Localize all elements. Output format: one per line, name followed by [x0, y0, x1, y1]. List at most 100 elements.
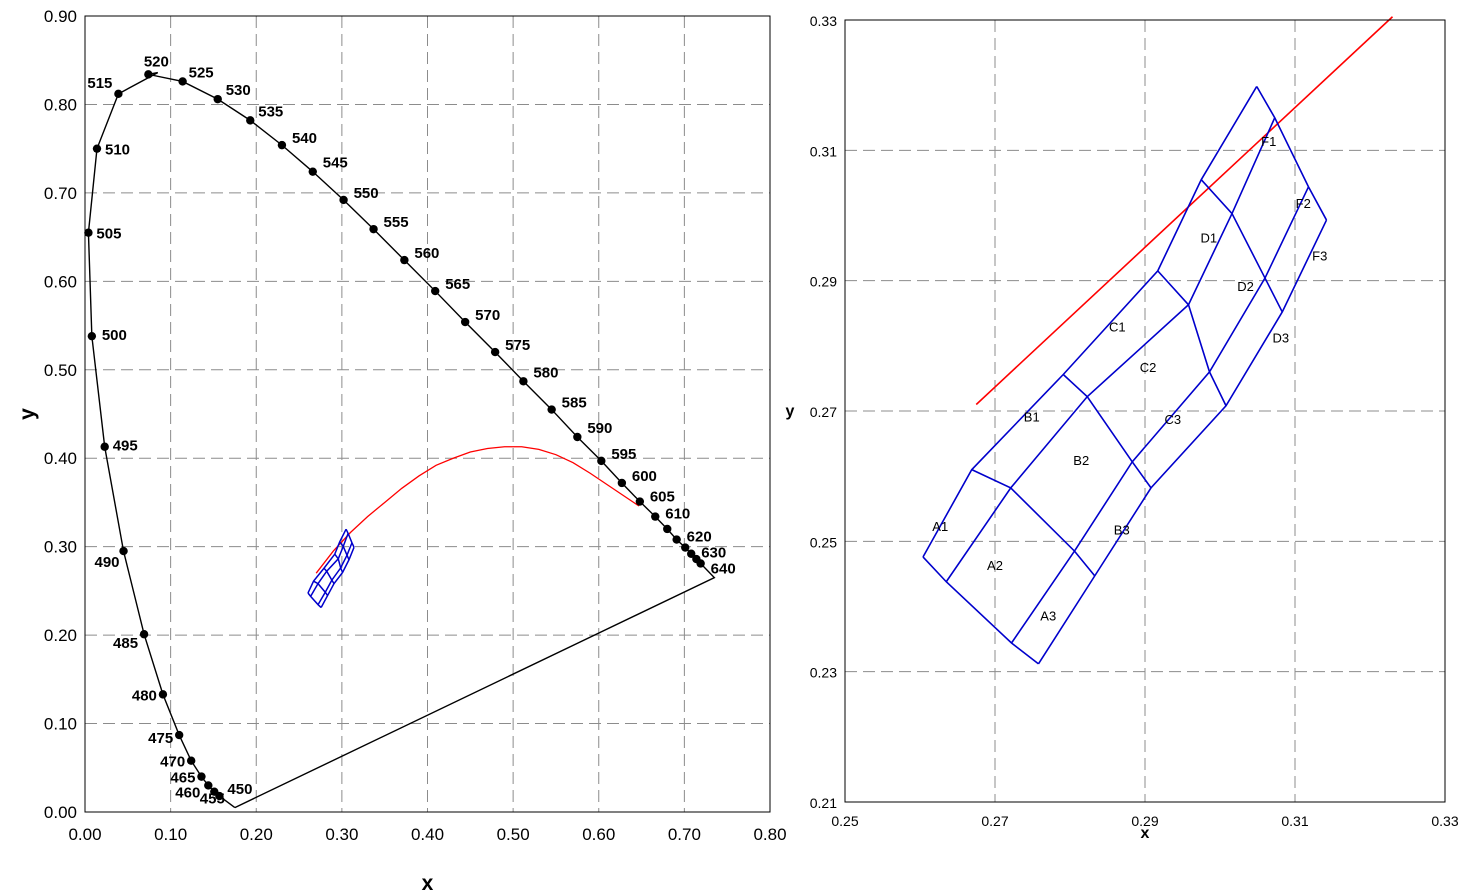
bin-detail-y-tick-labels: 0.21 0.23 0.25 0.27 0.29 0.31 0.33	[810, 13, 837, 811]
y-tick-label: 0.29	[810, 274, 837, 290]
bin-cell-label: C3	[1164, 412, 1181, 427]
wavelength-marker	[100, 442, 109, 451]
x-tick-label: 0.10	[154, 825, 187, 844]
wavelength-label: 630	[701, 545, 726, 562]
wavelength-label: 475	[148, 730, 173, 747]
wavelength-label: 505	[96, 226, 121, 243]
bin-cell-label: B2	[1073, 453, 1089, 468]
wavelength-label: 565	[445, 276, 470, 293]
bin-cell-label: B3	[1114, 522, 1130, 537]
wavelength-marker	[431, 286, 440, 296]
wavelength-label: 555	[384, 214, 409, 231]
bin-grid-column-line	[922, 86, 1258, 558]
y-tick-label: 0.60	[44, 272, 77, 291]
bin-cell-label: F3	[1312, 249, 1327, 264]
bin-detail-planckian-segment	[975, 16, 1394, 406]
wavelength-marker	[681, 543, 690, 552]
wavelength-label: 585	[562, 395, 587, 412]
y-tick-label: 0.25	[810, 534, 837, 550]
bin-grid-column-line	[1037, 219, 1328, 665]
y-tick-label: 0.27	[810, 404, 837, 420]
bin-grid-column-line	[1010, 186, 1310, 644]
bin-grid-row-line	[313, 580, 329, 597]
bin-grid-row-line	[339, 541, 350, 561]
wavelength-marker	[597, 456, 606, 466]
bin-grid-row-line	[1157, 270, 1227, 407]
wavelength-marker	[308, 167, 317, 176]
wavelength-marker	[277, 140, 287, 150]
y-tick-label: 0.21	[810, 795, 837, 811]
wavelength-label: 460	[175, 784, 200, 801]
wavelength-label: 590	[587, 420, 612, 437]
wavelength-label: 640	[711, 560, 736, 577]
wavelength-marker	[672, 535, 681, 544]
bin-grid-column-line	[317, 542, 353, 606]
planckian-locus-line	[315, 446, 640, 574]
wavelength-marker	[547, 405, 556, 414]
x-tick-label: 0.00	[68, 825, 101, 844]
bin-detail-gridlines	[845, 20, 1445, 802]
bin-cell-label: F2	[1296, 196, 1311, 211]
cie-diagram-y-tick-labels: 0.00 0.10 0.20 0.30 0.40 0.50 0.60 0.70 0.80 0.90	[44, 7, 77, 822]
wavelength-label: 595	[611, 446, 636, 463]
y-tick-label: 0.31	[810, 143, 837, 159]
wavelength-label: 525	[189, 64, 214, 81]
wavelength-marker	[204, 781, 213, 790]
bin-cell-label: C1	[1109, 320, 1126, 335]
wavelength-label: 485	[113, 635, 138, 652]
wavelength-marker	[460, 317, 470, 327]
y-tick-label: 0.80	[44, 95, 77, 114]
wavelength-label: 515	[87, 75, 112, 92]
wavelength-label: 530	[226, 82, 251, 99]
y-tick-label: 0.20	[44, 626, 77, 645]
wavelength-label: 620	[687, 529, 712, 546]
wavelength-marker	[490, 347, 500, 357]
bin-grid-row-line	[307, 592, 322, 609]
bin-cell-label: C2	[1140, 360, 1157, 375]
bin-grid-row-line	[1200, 179, 1283, 313]
bin-cell-label: D1	[1200, 230, 1217, 245]
cie-diagram-x-axis-title: x	[422, 872, 434, 895]
cie-diagram-spectral-locus	[87, 71, 716, 809]
wavelength-label: 610	[665, 506, 690, 523]
wavelength-marker	[144, 70, 153, 79]
wavelength-label: 490	[95, 554, 120, 571]
wavelength-label: 495	[113, 438, 138, 455]
wavelength-marker	[139, 630, 149, 639]
cie-diagram-y-axis-title: y	[16, 408, 39, 420]
wavelength-label: 605	[650, 489, 675, 506]
wavelength-marker	[573, 432, 582, 442]
y-tick-label: 0.90	[44, 7, 77, 26]
bin-grid-row-line	[971, 468, 1096, 577]
wavelength-marker	[635, 497, 645, 506]
bin-detail-y-axis-title: y	[786, 403, 795, 420]
wavelength-label: 480	[132, 687, 157, 704]
bin-detail-cell-labels: A1 A2 A3 B1 B2 B3 C1 C2 C3 D1 D2 D3 F1 F2 F3	[932, 134, 1327, 623]
wavelength-marker	[663, 524, 672, 534]
wavelength-marker	[617, 478, 627, 488]
wavelength-marker	[114, 89, 123, 99]
wavelength-marker	[87, 331, 97, 341]
bin-grid-column-line	[945, 117, 1276, 583]
wavelength-label: 575	[505, 337, 530, 354]
x-tick-label: 0.31	[1281, 813, 1308, 829]
wavelength-marker	[197, 772, 206, 781]
x-tick-label: 0.40	[411, 825, 444, 844]
cie-diagram-planckian-locus	[315, 446, 640, 574]
wavelength-label: 600	[632, 468, 657, 485]
y-tick-label: 0.40	[44, 449, 77, 468]
wavelength-marker	[119, 546, 128, 556]
wavelength-marker	[696, 559, 705, 568]
x-tick-label: 0.33	[1431, 813, 1458, 829]
cie-diagram-wavelength-markers	[84, 70, 705, 801]
wavelength-marker	[158, 690, 168, 699]
bin-cell-label: A3	[1040, 608, 1056, 623]
wavelength-marker	[92, 144, 102, 153]
cie-diagram-bin-grid	[307, 528, 355, 609]
wavelength-label: 540	[292, 130, 317, 147]
x-tick-label: 0.25	[831, 813, 858, 829]
bin-cell-label: B1	[1024, 410, 1040, 425]
planckian-segment-line	[975, 16, 1394, 406]
bin-grid-column-line	[320, 547, 355, 608]
